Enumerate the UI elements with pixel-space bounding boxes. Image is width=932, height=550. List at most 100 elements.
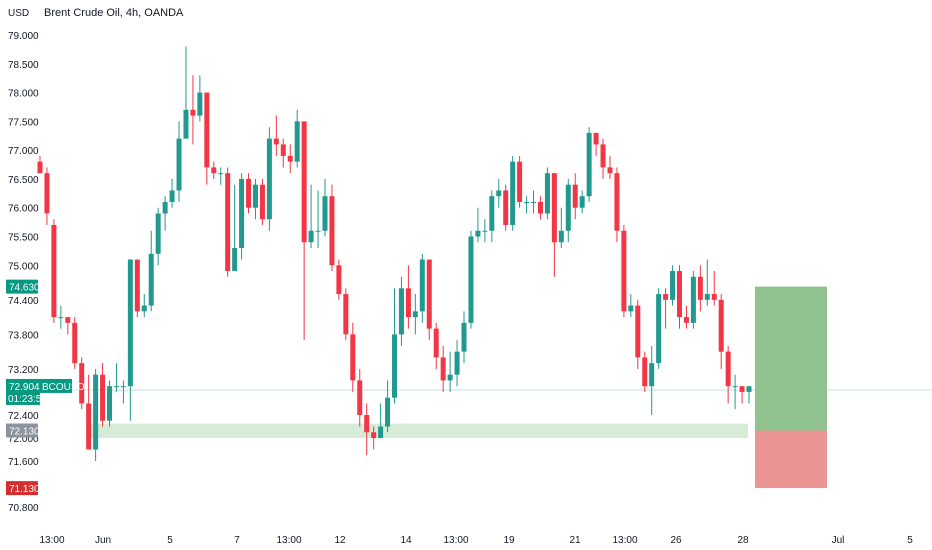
position-target-area[interactable] [755, 286, 827, 431]
x-tick-label: Jul [832, 535, 845, 546]
symbol-label: BCOUSD [42, 382, 85, 393]
y-tick-label: 78.000 [8, 89, 39, 100]
candle [503, 184, 509, 231]
candle [336, 259, 342, 300]
candle [635, 299, 641, 369]
candle [433, 322, 439, 369]
y-tick-label: 74.400 [8, 296, 39, 307]
candle [663, 288, 669, 329]
candle [385, 380, 391, 433]
x-tick-label: 5 [907, 535, 913, 546]
candle [398, 276, 404, 346]
candle [162, 196, 168, 231]
candle [461, 311, 467, 364]
candle [614, 167, 620, 243]
y-tick-label: 79.000 [8, 31, 39, 42]
support-zone[interactable] [86, 423, 748, 438]
price-tag-label: 71.130 [9, 484, 40, 495]
candle [711, 271, 717, 306]
candle [329, 184, 335, 272]
candle [607, 155, 613, 179]
candle [551, 173, 557, 277]
candle [190, 75, 196, 145]
candle [51, 219, 57, 323]
candle [558, 207, 564, 249]
candle [232, 184, 238, 272]
candle [357, 368, 363, 427]
candle [239, 173, 245, 260]
candle [468, 230, 474, 329]
candle [44, 167, 50, 225]
candle [405, 265, 411, 329]
candle [72, 317, 78, 369]
candle [572, 173, 578, 220]
candle [93, 368, 99, 462]
candle [697, 265, 703, 312]
candle [301, 121, 307, 341]
candle [218, 167, 224, 185]
candle [489, 190, 495, 243]
candle [378, 403, 384, 438]
x-tick-label: 19 [503, 535, 515, 546]
candle [412, 294, 418, 335]
candle [419, 253, 425, 323]
countdown-label: 01:23:58 [8, 394, 47, 405]
currency-label: USD [8, 8, 29, 19]
x-tick-label: 5 [167, 535, 173, 546]
candle [183, 46, 189, 139]
candle [496, 178, 502, 208]
candle [343, 288, 349, 341]
candle [176, 121, 182, 202]
candle [273, 115, 279, 156]
x-tick-label: 13:00 [276, 535, 301, 546]
candle [252, 178, 258, 220]
price-tag: 71.130 [6, 481, 40, 496]
candle [510, 155, 516, 231]
candle [475, 207, 481, 243]
current-price-label: 72.904 [9, 382, 40, 393]
y-tick-label: 77.000 [8, 146, 39, 157]
candle [155, 207, 161, 266]
candle [531, 190, 537, 214]
candle [287, 144, 293, 174]
candle [600, 138, 606, 179]
candle [169, 178, 175, 208]
y-tick-label: 76.500 [8, 175, 39, 186]
candle [537, 196, 543, 220]
candle [739, 386, 745, 404]
x-tick-label: 12 [334, 535, 346, 546]
candle [656, 288, 662, 369]
candle [579, 190, 585, 214]
candle [683, 305, 689, 329]
price-tag-label: 72.130 [9, 427, 40, 438]
candle [482, 219, 488, 243]
candle [266, 127, 272, 231]
candle [211, 161, 217, 179]
candle [315, 190, 321, 249]
candle [426, 259, 432, 341]
y-tick-label: 73.200 [8, 365, 39, 376]
x-tick-label: 13:00 [612, 535, 637, 546]
candle [79, 357, 85, 410]
y-tick-label: 75.000 [8, 261, 39, 272]
candle [322, 178, 328, 237]
candle [565, 178, 571, 243]
candle [704, 259, 710, 306]
candle [649, 345, 655, 415]
candle [197, 75, 203, 122]
x-tick-label: 14 [400, 535, 412, 546]
candle [280, 138, 286, 168]
x-tick-label: 21 [569, 535, 581, 546]
candle [440, 345, 446, 392]
candle [308, 184, 314, 249]
candle [718, 294, 724, 369]
x-tick-label: 26 [670, 535, 682, 546]
candle [642, 351, 648, 392]
y-tick-label: 72.000 [8, 434, 39, 445]
candle [127, 259, 133, 421]
position-stop-area[interactable] [755, 430, 827, 489]
candle [517, 155, 523, 208]
